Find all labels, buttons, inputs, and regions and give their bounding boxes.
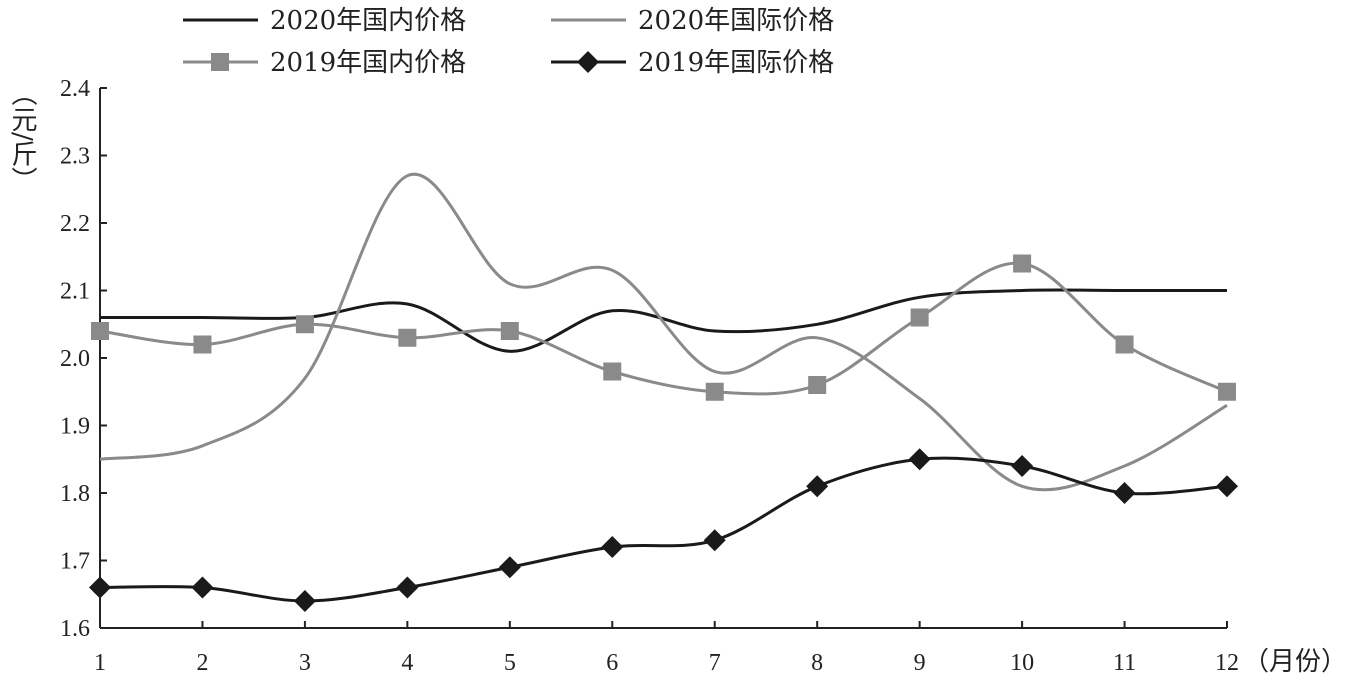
data-point: [191, 576, 214, 599]
x-tick-label: 2: [196, 650, 208, 676]
legend-swatch-marker: [211, 53, 229, 71]
data-point: [908, 448, 931, 471]
data-point: [603, 362, 622, 381]
legend-item: 2019年国际价格: [551, 48, 834, 78]
x-tick-label: 7: [709, 650, 721, 676]
data-point: [193, 335, 212, 354]
series-line: [99, 456, 1228, 603]
y-axis-unit-label: （元/斤）: [7, 80, 37, 193]
x-tick-label: 6: [606, 650, 618, 676]
data-point: [703, 529, 726, 552]
data-point: [1218, 382, 1236, 401]
y-tick-label: 2.3: [60, 144, 90, 170]
data-point: [1113, 482, 1136, 504]
series-2: [99, 172, 1228, 492]
x-tick-label: 11: [1113, 650, 1136, 676]
x-axis-unit-label: （月份）: [1243, 647, 1347, 677]
series-4: [89, 448, 1238, 612]
series-layer: [89, 172, 1238, 612]
data-point: [1013, 254, 1032, 273]
series-line: [99, 261, 1228, 396]
data-point: [89, 576, 111, 599]
data-point: [295, 315, 314, 334]
y-tick-label: 1.9: [60, 414, 90, 440]
legend-item: 2020年国内价格: [183, 6, 466, 36]
data-point: [808, 376, 827, 394]
y-tick-label: 2.2: [60, 211, 90, 237]
y-tick-label: 1.8: [60, 481, 90, 507]
x-tick-label: 3: [299, 650, 311, 676]
x-tick-label: 12: [1215, 650, 1239, 676]
x-tick-label: 9: [914, 650, 926, 676]
y-tick-label: 1.7: [60, 549, 90, 575]
data-point: [498, 556, 521, 579]
data-point: [91, 322, 109, 340]
data-point: [1011, 455, 1034, 477]
data-point: [396, 576, 419, 599]
y-tick-label: 2.1: [60, 279, 90, 305]
data-point: [500, 322, 519, 340]
series-3: [91, 254, 1236, 401]
y-tick-label: 1.6: [60, 616, 90, 642]
x-tick-label: 10: [1010, 650, 1034, 676]
x-tick-label: 8: [811, 650, 823, 676]
legend-label: 2019年国内价格: [270, 48, 466, 78]
data-point: [601, 536, 624, 558]
legend-item: 2020年国际价格: [551, 6, 834, 36]
legend-swatch-marker: [577, 51, 599, 73]
data-point: [1216, 475, 1238, 498]
data-point: [705, 382, 724, 401]
legend-label: 2019年国际价格: [638, 48, 834, 78]
y-tick-label: 2.4: [60, 76, 90, 102]
data-point: [1115, 335, 1134, 354]
legend: 2020年国内价格 2020年国际价格 2019年国内价格 2019年国际价格: [183, 6, 834, 78]
data-point: [910, 308, 929, 327]
axes: 1.61.71.81.92.02.12.22.32.41 2 3 4 5 6 7 8 9 10 11…: [60, 76, 1347, 677]
data-point: [398, 328, 417, 347]
x-tick-label: 4: [401, 650, 413, 676]
y-axis-unit-text: （元/斤）: [7, 80, 37, 193]
legend-label: 2020年国际价格: [638, 6, 834, 36]
legend-item: 2019年国内价格: [183, 48, 466, 78]
data-point: [293, 590, 316, 612]
y-tick-label: 2.0: [60, 346, 90, 372]
series-line: [99, 172, 1228, 492]
legend-label: 2020年国内价格: [270, 6, 466, 36]
x-tick-label: 5: [504, 650, 516, 676]
data-point: [806, 475, 829, 498]
x-tick-label: 1: [94, 650, 106, 676]
